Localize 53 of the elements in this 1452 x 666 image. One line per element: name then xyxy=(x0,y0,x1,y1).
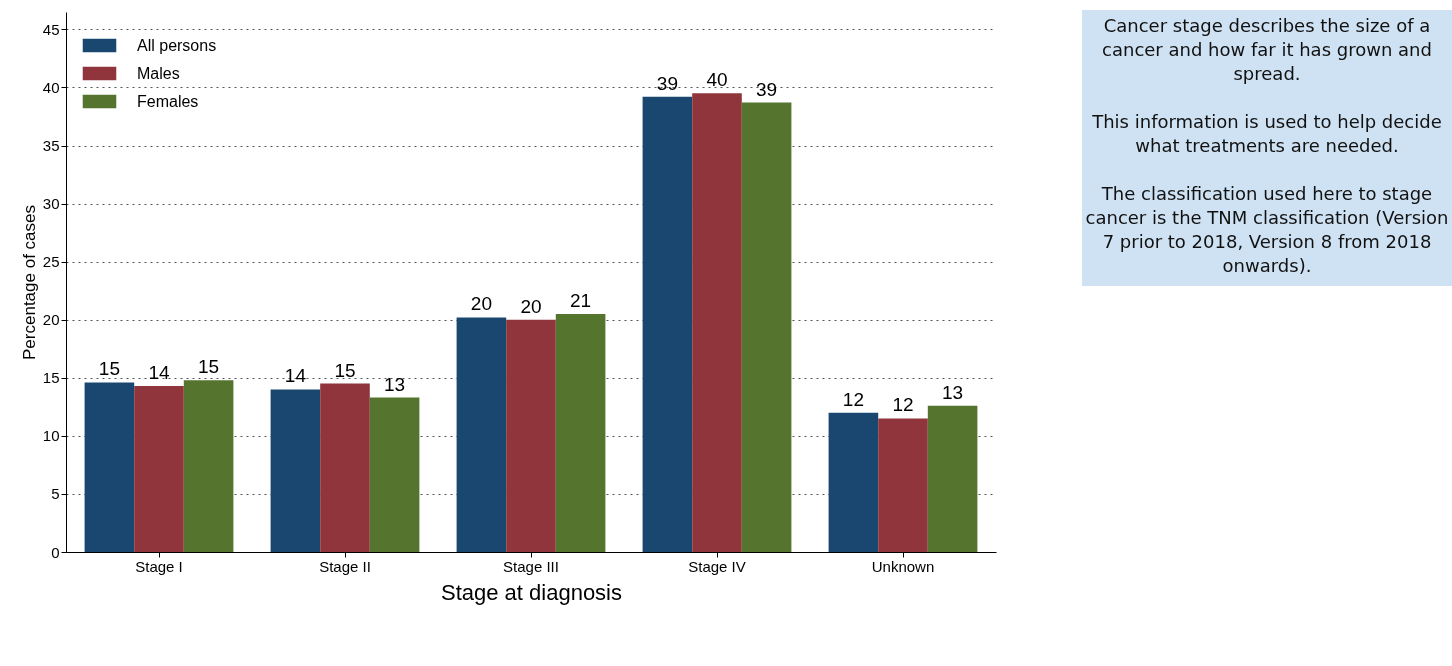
y-tick-label: 15 xyxy=(42,369,60,387)
legend-label: Males xyxy=(137,64,180,82)
legend-label: All persons xyxy=(137,36,217,54)
text: The classification used here to stage cancer is the TNM classification (Version 7 prior to 2018, Version 8 from 2018 onwards). xyxy=(1084,182,1450,278)
data-label: 39 xyxy=(656,72,678,94)
x-tick-label: Unknown xyxy=(871,557,935,575)
bar xyxy=(84,382,135,552)
data-label: 15 xyxy=(334,359,356,381)
y-tick-label: 20 xyxy=(42,311,60,329)
data-label: 12 xyxy=(842,388,864,410)
y-tick-label: 25 xyxy=(42,253,60,271)
x-tick-label: Stage III xyxy=(503,557,559,575)
data-label: 14 xyxy=(284,365,307,387)
text: This information is used to help decide what treatments are needed. xyxy=(1091,110,1443,158)
bar xyxy=(878,418,928,552)
data-label: 13 xyxy=(384,373,406,395)
y-tick-label: 45 xyxy=(42,20,60,38)
bar xyxy=(369,397,420,552)
bar xyxy=(183,380,234,552)
data-label: 15 xyxy=(98,358,120,380)
x-tick-label: Stage II xyxy=(319,557,371,575)
text: Cancer stage describes the size of a cancer and how far it has grown and spread. xyxy=(1101,14,1433,86)
data-label: 21 xyxy=(570,289,592,311)
data-label: 13 xyxy=(942,381,964,403)
data-label: 15 xyxy=(198,356,220,378)
y-tick-label: 35 xyxy=(42,137,60,155)
bar xyxy=(692,93,742,552)
bar xyxy=(555,313,606,552)
data-label: 14 xyxy=(148,361,170,383)
data-label: 12 xyxy=(892,394,914,416)
y-tick-label: 5 xyxy=(51,485,60,503)
x-axis-title: Stage at diagnosis xyxy=(440,579,623,605)
data-label: 39 xyxy=(756,78,778,100)
y-tick-label: 0 xyxy=(51,543,60,561)
x-tick-label: Stage IV xyxy=(688,557,746,575)
y-tick-label: 30 xyxy=(42,195,60,213)
y-axis-title: Percentage of cases xyxy=(19,205,39,360)
x-tick-label: Stage I xyxy=(135,557,183,575)
bar xyxy=(741,102,792,552)
bar xyxy=(456,317,507,552)
bar xyxy=(828,412,879,552)
bar xyxy=(642,96,693,552)
y-tick-label: 10 xyxy=(42,427,60,445)
bar xyxy=(506,319,556,552)
data-label: 20 xyxy=(470,293,492,315)
bar xyxy=(270,389,321,552)
bar xyxy=(927,405,978,552)
data-label: 40 xyxy=(706,69,728,91)
bar xyxy=(134,385,184,552)
data-label: 20 xyxy=(520,295,542,317)
y-tick-label: 40 xyxy=(42,78,60,96)
bar xyxy=(320,383,370,552)
legend-label: Females xyxy=(137,92,199,110)
